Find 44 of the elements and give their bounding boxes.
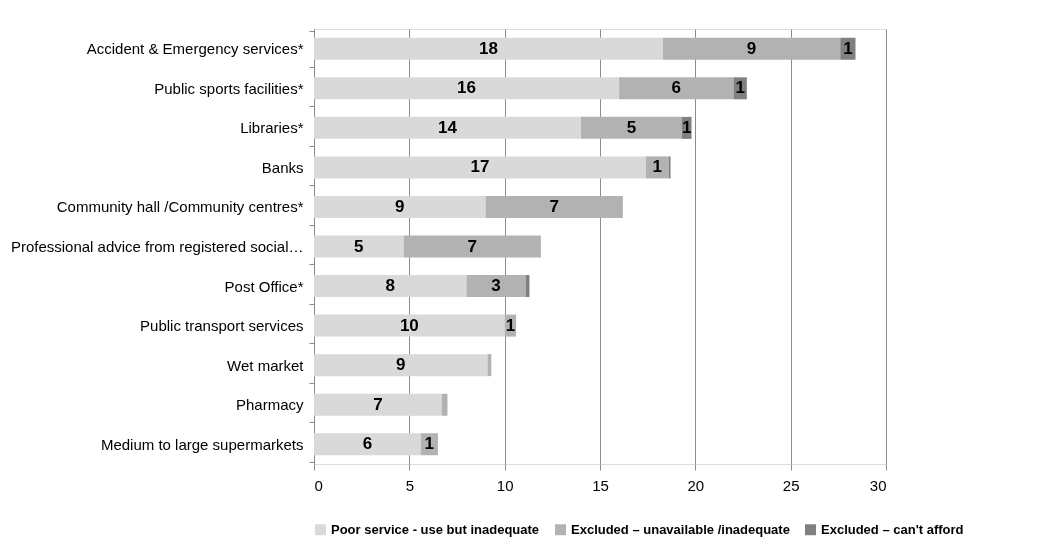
data-label: 10: [399, 315, 419, 335]
data-label: 9: [395, 196, 405, 216]
data-label: 5: [354, 236, 364, 256]
legend-label: Excluded – unavailable /inadequate: [571, 521, 790, 537]
y-tick-label: Pharmacy: [235, 396, 304, 414]
y-tick-label: Accident & Emergency services*: [86, 40, 304, 58]
data-label: 1: [843, 38, 853, 58]
y-tick-label: Wet market: [227, 356, 305, 374]
data-label: 6: [362, 434, 373, 454]
data-label: 7: [467, 236, 477, 256]
data-label: 17: [470, 157, 490, 177]
y-tick-label: Banks: [261, 158, 304, 176]
data-label: 1: [682, 117, 692, 137]
y-tick-label: Public transport services: [140, 317, 304, 335]
data-label: 16: [457, 78, 476, 98]
x-tick-label: 15: [592, 476, 609, 494]
data-label: 8: [385, 276, 395, 296]
x-tick-label: 20: [687, 476, 705, 494]
y-tick-label: Community hall /Community centres*: [56, 198, 304, 216]
data-label: 18: [479, 38, 498, 58]
data-label: 5: [626, 117, 637, 137]
legend-label: Excluded – can't afford: [821, 521, 964, 537]
data-label: 1: [735, 78, 745, 98]
data-label: 3: [491, 276, 501, 296]
x-tick-label: 5: [405, 476, 415, 494]
x-tick-label: 10: [496, 476, 514, 494]
data-label: 9: [746, 38, 757, 58]
x-tick-label: 30: [869, 476, 887, 494]
y-tick-label: Medium to large supermarkets: [100, 435, 304, 453]
data-label: 1: [652, 157, 662, 177]
y-tick-label: Professional advice from registered social…: [10, 238, 304, 255]
data-label: 9: [396, 355, 406, 375]
data-label: 7: [373, 394, 383, 414]
y-tick-label: Libraries*: [240, 119, 304, 137]
x-tick-label: 0: [314, 476, 323, 494]
data-label: 6: [671, 78, 681, 98]
y-tick-label: Post Office*: [224, 277, 304, 295]
data-label: 7: [549, 196, 559, 216]
legend-label: Poor service - use but inadequate: [331, 521, 540, 537]
data-label: 1: [424, 434, 435, 454]
y-tick-label: Public sports facilities*: [154, 79, 304, 97]
x-tick-label: 25: [782, 476, 800, 494]
data-label: 1: [505, 315, 516, 335]
data-label: 14: [438, 117, 458, 137]
